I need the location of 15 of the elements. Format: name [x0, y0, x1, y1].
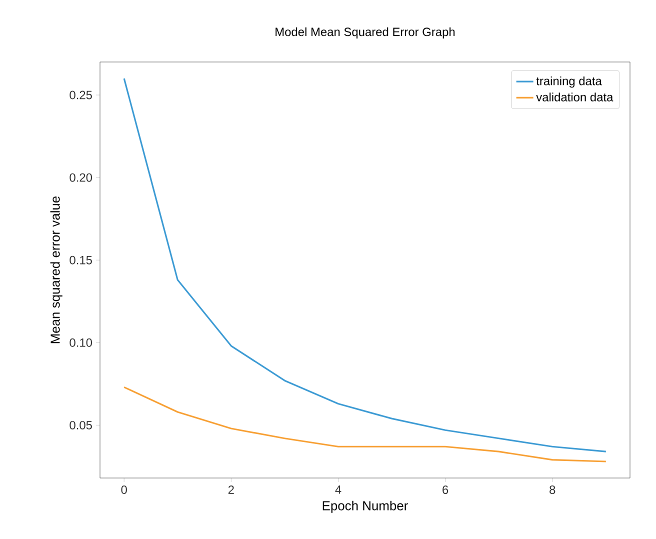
y-tick-label: 0.10 [70, 338, 92, 347]
legend-label: validation data [536, 92, 614, 102]
x-axis-title: Epoch Number [322, 500, 408, 513]
y-axis-title: Mean squared error value [50, 196, 62, 344]
x-tick-label: 0 [121, 486, 127, 494]
legend-label: training data [536, 76, 602, 88]
x-tick-label: 8 [550, 486, 556, 494]
y-tick-label: 0.05 [70, 420, 92, 430]
y-tick-label: 0.20 [70, 173, 92, 182]
y-tick-label: 0.25 [70, 90, 92, 100]
x-tick-label: 4 [335, 486, 342, 494]
x-tick-label: 2 [228, 486, 234, 494]
y-tick-label: 0.15 [70, 256, 92, 264]
chart-title: Model Mean Squared Error Graph [276, 27, 455, 38]
x-tick-label: 6 [442, 486, 448, 494]
